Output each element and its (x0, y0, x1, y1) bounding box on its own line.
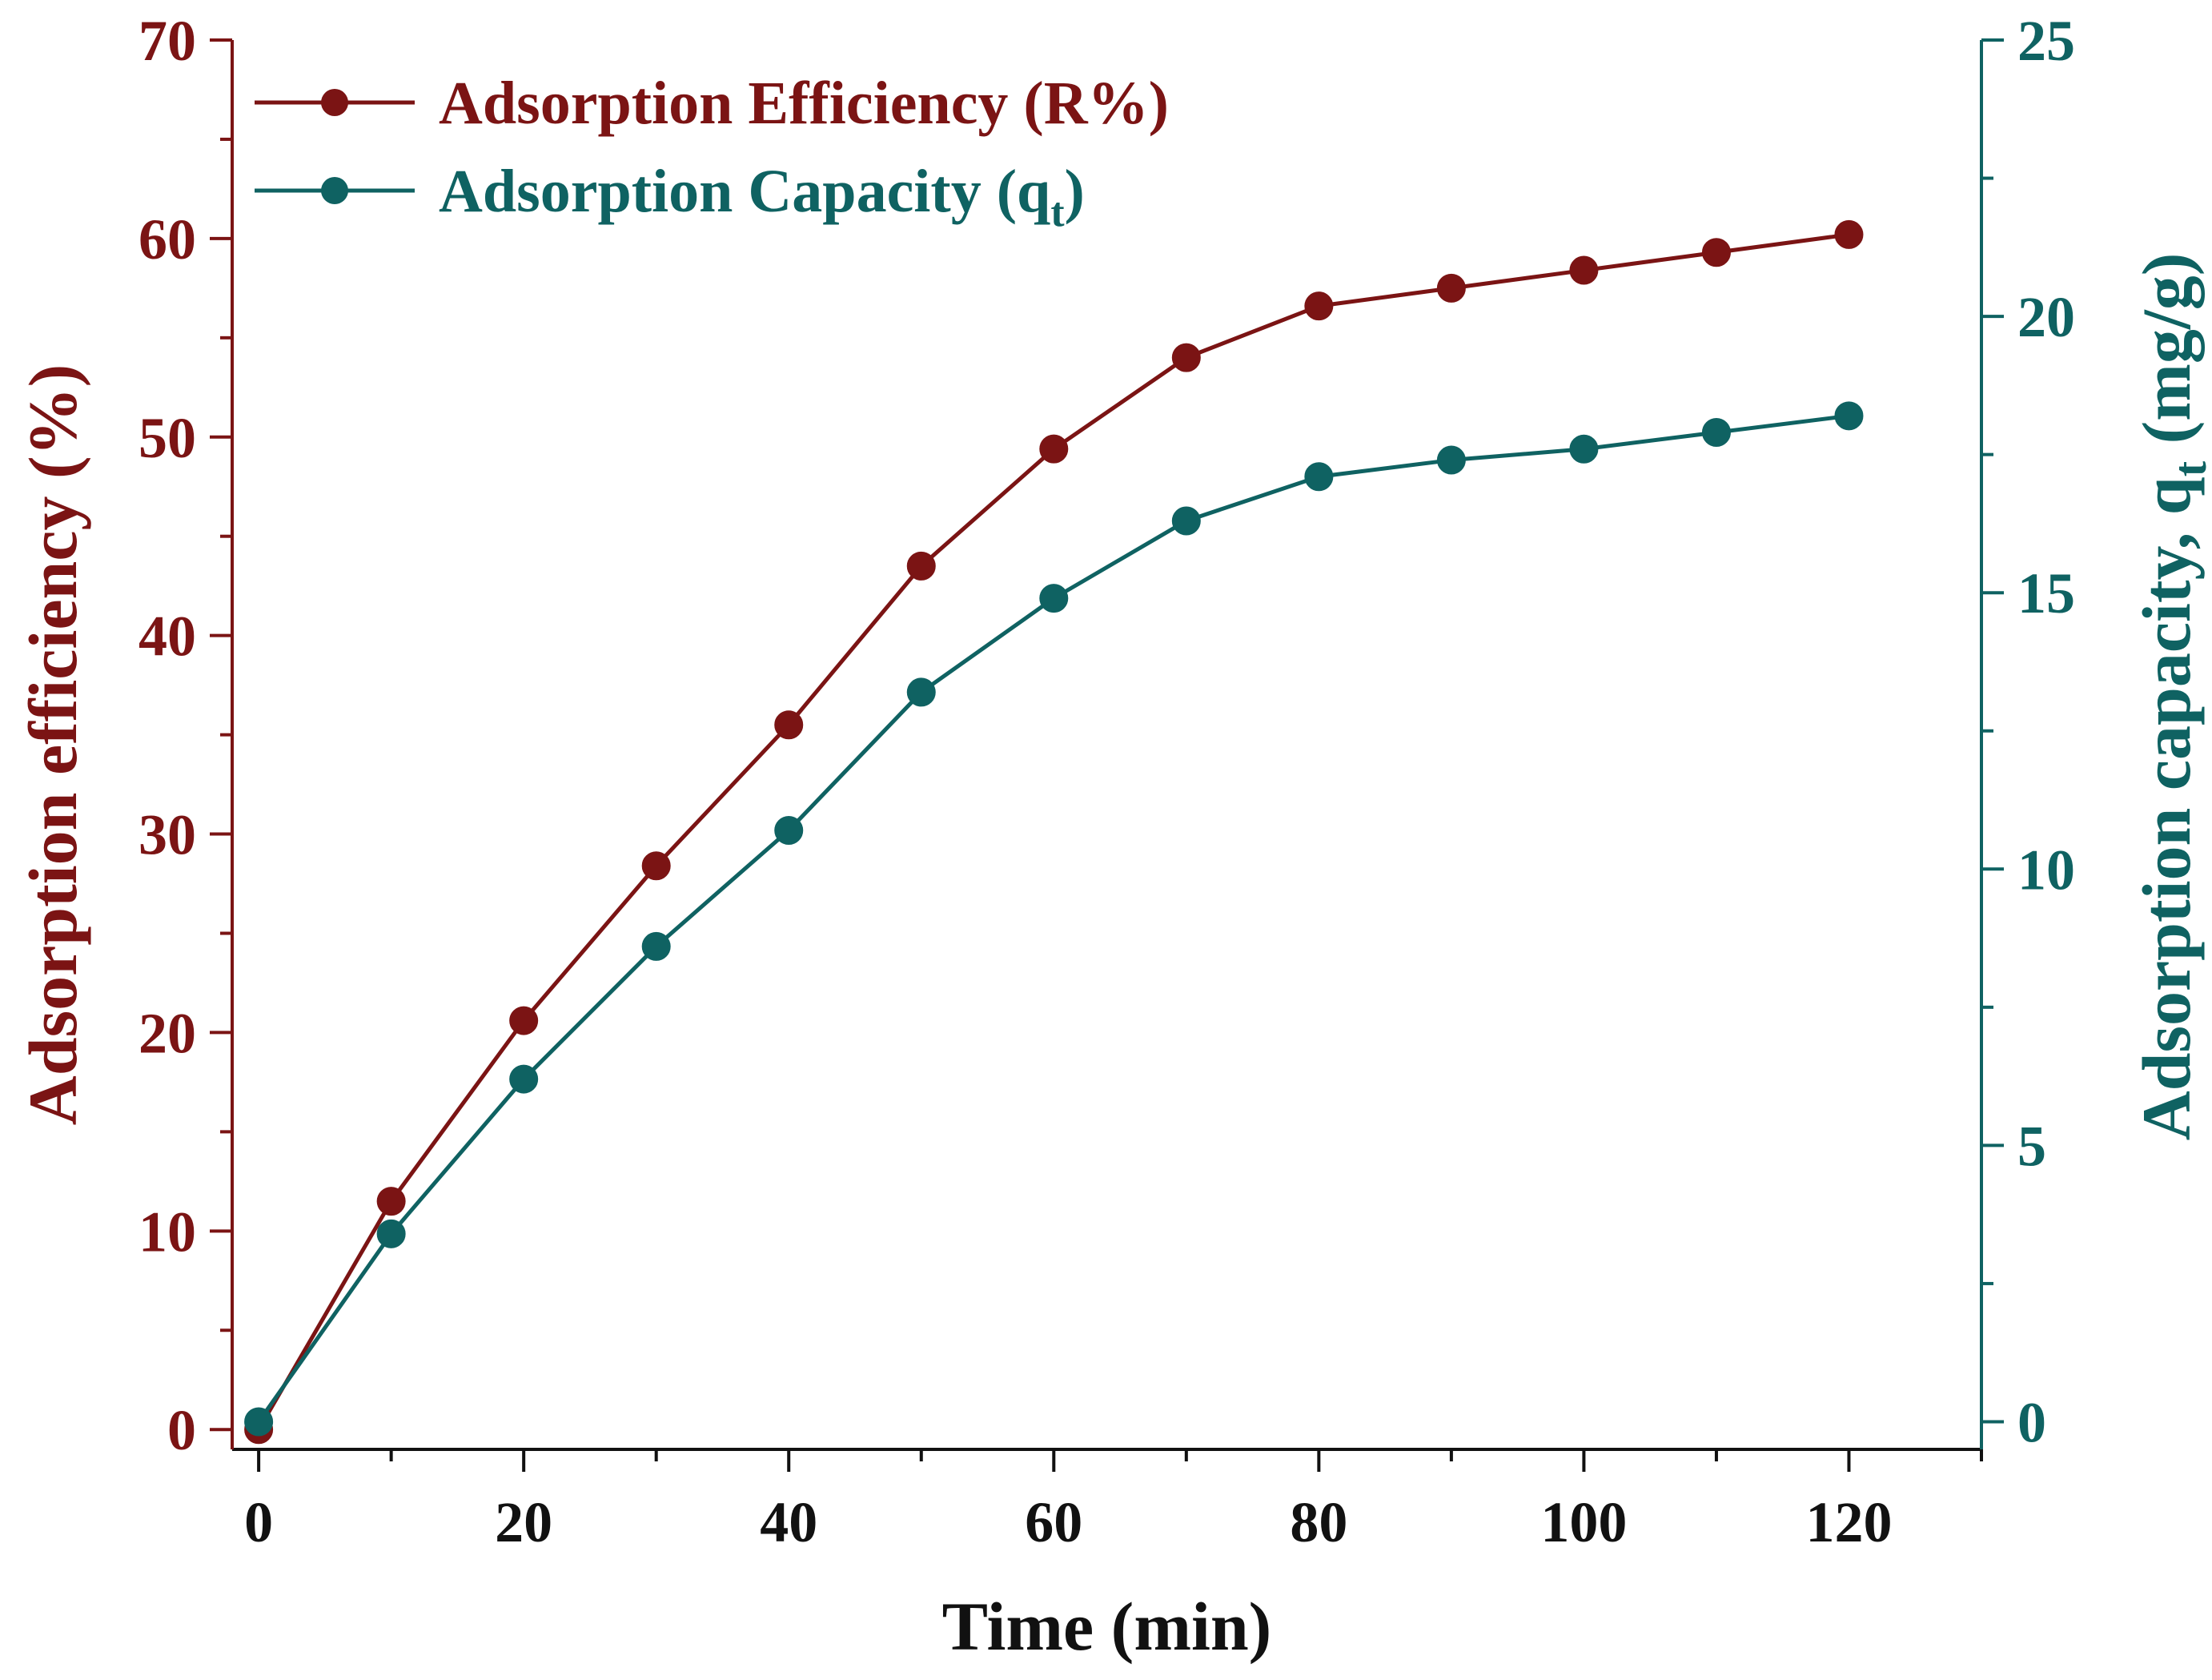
right-y-tick-label: 20 (2017, 285, 2075, 349)
left-y-tick-label: 40 (139, 605, 196, 669)
series-1-point (906, 551, 936, 581)
series-2-point (1304, 462, 1334, 492)
left-y-tick-label: 0 (167, 1398, 196, 1462)
axis-titles-group: Time (min) Adsorption efficiency (%) Adsor… (14, 253, 2212, 1665)
series-1-point (1304, 291, 1334, 321)
left-y-tick-label: 70 (139, 9, 196, 73)
legend-entry-2: Adsorption Capacity (qt) (255, 158, 1085, 235)
legend-marker (321, 177, 348, 204)
legend-label: Adsorption Capacity (qt) (439, 158, 1085, 235)
left-y-tick-label: 10 (139, 1200, 196, 1264)
right-y-axis-title: Adsorption capacity, qt (mg/g) (2128, 253, 2212, 1141)
right-y-tick-label: 5 (2017, 1114, 2046, 1178)
series-1-point (774, 710, 804, 740)
series-group (244, 219, 1864, 1445)
series-1-point (376, 1187, 406, 1216)
x-tick-label: 100 (1540, 1490, 1627, 1554)
x-tick-label: 0 (244, 1490, 273, 1554)
series-1-point (1039, 434, 1069, 464)
series-2 (244, 401, 1864, 1437)
x-tick-label: 40 (760, 1490, 817, 1554)
x-tick-label: 20 (495, 1490, 552, 1554)
series-2-point (1039, 584, 1069, 613)
legend-label: Adsorption Efficiency (R%) (439, 70, 1169, 137)
series-2-point (244, 1407, 274, 1437)
x-tick-label: 60 (1025, 1490, 1082, 1554)
legend-marker (321, 89, 348, 116)
x-tick-label: 80 (1290, 1490, 1347, 1554)
series-2-line (257, 413, 1849, 1423)
series-1-point (1436, 273, 1466, 303)
series-1-point (1171, 343, 1201, 372)
series-1-point (641, 851, 671, 881)
series-2-point (376, 1219, 406, 1248)
left-y-tick-label: 60 (139, 207, 196, 271)
series-1 (244, 219, 1864, 1445)
series-1-line (256, 232, 1849, 1431)
series-1-point (1569, 255, 1599, 285)
legend-entry-1: Adsorption Efficiency (R%) (255, 70, 1169, 137)
right-y-tick-label: 25 (2017, 9, 2075, 73)
right-y-tick-label: 10 (2017, 838, 2075, 902)
series-2-point (641, 931, 671, 961)
legend: Adsorption Efficiency (R%) Adsorption Cap… (255, 70, 1169, 235)
series-2-point (1701, 418, 1731, 448)
series-2-point (1834, 401, 1864, 431)
series-2-point (906, 677, 936, 707)
series-1-point (1701, 238, 1731, 267)
left-y-tick-label: 50 (139, 406, 196, 470)
right-y-tick-label: 0 (2017, 1390, 2046, 1454)
series-2-point (1171, 506, 1201, 536)
ticks-group: 0 20 40 60 80 100 120 0 10 20 30 40 50 60 70 0 5 10 15 20 25 (139, 9, 2075, 1554)
left-y-axis-title: Adsorption efficiency (%) (14, 364, 91, 1126)
left-y-tick-label: 20 (139, 1001, 196, 1065)
series-2-point (1436, 445, 1466, 475)
series-1-point (1834, 219, 1864, 249)
series-2-point (1569, 434, 1599, 464)
series-2-point (509, 1064, 539, 1094)
series-1-point (509, 1006, 539, 1035)
x-tick-label: 120 (1805, 1490, 1892, 1554)
left-y-tick-label: 30 (139, 803, 196, 867)
right-y-tick-label: 15 (2017, 561, 2075, 625)
x-axis-title: Time (min) (942, 1588, 1272, 1665)
series-2-point (774, 815, 804, 845)
